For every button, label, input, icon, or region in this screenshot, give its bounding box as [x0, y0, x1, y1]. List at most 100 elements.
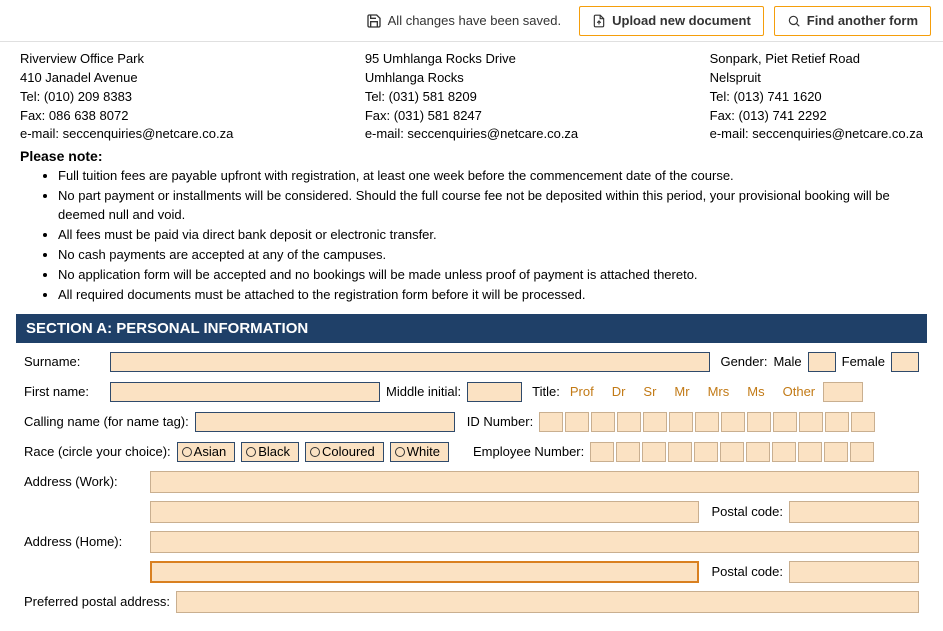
address-columns: Riverview Office Park 410 Janadel Avenue… — [20, 50, 923, 144]
male-field[interactable] — [808, 352, 836, 372]
title-opt-mr[interactable]: Mr — [672, 382, 691, 401]
address-col-0: Riverview Office Park 410 Janadel Avenue… — [20, 50, 233, 144]
id-cell[interactable] — [721, 412, 745, 432]
id-cell[interactable] — [773, 412, 797, 432]
label-middle-initial: Middle initial: — [386, 384, 461, 399]
emp-cell[interactable] — [798, 442, 822, 462]
label-race: Race (circle your choice): — [24, 444, 171, 459]
middle-initial-field[interactable] — [467, 382, 522, 402]
emp-cell[interactable] — [824, 442, 848, 462]
circle-icon — [246, 447, 256, 457]
addr-line: Fax: 086 638 8072 — [20, 107, 233, 126]
note-item: No application form will be accepted and… — [58, 265, 923, 285]
note-item: All fees must be paid via direct bank de… — [58, 225, 923, 245]
race-label: Black — [258, 444, 290, 459]
id-cell[interactable] — [617, 412, 641, 432]
label-preferred-postal: Preferred postal address: — [24, 594, 170, 609]
addr-line: e-mail: seccenquiries@netcare.co.za — [710, 125, 923, 144]
id-cell[interactable] — [539, 412, 563, 432]
label-emp-number: Employee Number: — [473, 444, 584, 459]
id-cell[interactable] — [695, 412, 719, 432]
label-postal-2: Postal code: — [711, 564, 783, 579]
id-cell[interactable] — [747, 412, 771, 432]
emp-cell[interactable] — [720, 442, 744, 462]
addr-line: 95 Umhlanga Rocks Drive — [365, 50, 578, 69]
addr-line: Umhlanga Rocks — [365, 69, 578, 88]
race-white[interactable]: White — [390, 442, 449, 462]
addr-line: e-mail: seccenquiries@netcare.co.za — [365, 125, 578, 144]
label-surname: Surname: — [24, 354, 104, 369]
race-coloured[interactable]: Coloured — [305, 442, 384, 462]
circle-icon — [182, 447, 192, 457]
row-calling: Calling name (for name tag): ID Number: — [24, 411, 919, 433]
emp-cell[interactable] — [616, 442, 640, 462]
upload-label: Upload new document — [612, 13, 751, 28]
id-cell[interactable] — [591, 412, 615, 432]
search-icon — [787, 14, 801, 28]
label-postal-1: Postal code: — [711, 504, 783, 519]
id-cell[interactable] — [669, 412, 693, 432]
address-work-2-field[interactable] — [150, 501, 699, 523]
postal-work-field[interactable] — [789, 501, 919, 523]
emp-cell[interactable] — [642, 442, 666, 462]
preferred-postal-field[interactable] — [176, 591, 919, 613]
postal-home-field[interactable] — [789, 561, 919, 583]
note-item: No part payment or installments will be … — [58, 186, 923, 224]
label-firstname: First name: — [24, 384, 104, 399]
label-address-home: Address (Home): — [24, 534, 144, 549]
title-opt-sr[interactable]: Sr — [641, 382, 658, 401]
id-cell[interactable] — [799, 412, 823, 432]
note-item: Full tuition fees are payable upfront wi… — [58, 166, 923, 186]
title-options: Prof Dr Sr Mr Mrs Ms Other — [568, 382, 817, 401]
addr-line: Fax: (031) 581 8247 — [365, 107, 578, 126]
id-cell[interactable] — [643, 412, 667, 432]
race-asian[interactable]: Asian — [177, 442, 236, 462]
address-col-2: Sonpark, Piet Retief Road Nelspruit Tel:… — [710, 50, 923, 144]
id-cell[interactable] — [825, 412, 849, 432]
address-home-2-field[interactable] — [150, 561, 699, 583]
addr-line: Tel: (013) 741 1620 — [710, 88, 923, 107]
address-home-1-field[interactable] — [150, 531, 919, 553]
id-number-cells — [539, 412, 875, 432]
row-address-home-2: Postal code: — [24, 561, 919, 583]
address-work-1-field[interactable] — [150, 471, 919, 493]
title-opt-prof[interactable]: Prof — [568, 382, 596, 401]
upload-document-button[interactable]: Upload new document — [579, 6, 764, 36]
address-col-1: 95 Umhlanga Rocks Drive Umhlanga Rocks T… — [365, 50, 578, 144]
form-section-a: Surname: Gender: Male Female First name:… — [20, 343, 923, 613]
row-address-home-1: Address (Home): — [24, 531, 919, 553]
label-id-number: ID Number: — [467, 414, 533, 429]
race-label: White — [407, 444, 440, 459]
firstname-field[interactable] — [110, 382, 380, 402]
race-black[interactable]: Black — [241, 442, 299, 462]
notes-list: Full tuition fees are payable upfront wi… — [20, 166, 923, 305]
emp-cell[interactable] — [694, 442, 718, 462]
surname-field[interactable] — [110, 352, 710, 372]
employee-number-cells — [590, 442, 874, 462]
title-opt-other[interactable]: Other — [781, 382, 818, 401]
addr-line: Nelspruit — [710, 69, 923, 88]
emp-cell[interactable] — [746, 442, 770, 462]
title-opt-mrs[interactable]: Mrs — [706, 382, 732, 401]
race-label: Coloured — [322, 444, 375, 459]
title-opt-dr[interactable]: Dr — [610, 382, 628, 401]
row-firstname: First name: Middle initial: Title: Prof … — [24, 381, 919, 403]
find-form-button[interactable]: Find another form — [774, 6, 931, 36]
id-cell[interactable] — [565, 412, 589, 432]
title-opt-ms[interactable]: Ms — [745, 382, 766, 401]
female-field[interactable] — [891, 352, 919, 372]
id-cell[interactable] — [851, 412, 875, 432]
title-field[interactable] — [823, 382, 863, 402]
calling-name-field[interactable] — [195, 412, 455, 432]
label-female: Female — [842, 354, 885, 369]
emp-cell[interactable] — [850, 442, 874, 462]
addr-line: Riverview Office Park — [20, 50, 233, 69]
row-address-work-2: Postal code: — [24, 501, 919, 523]
upload-icon — [592, 14, 606, 28]
emp-cell[interactable] — [772, 442, 796, 462]
circle-icon — [395, 447, 405, 457]
emp-cell[interactable] — [668, 442, 692, 462]
label-address-work: Address (Work): — [24, 474, 144, 489]
label-calling-name: Calling name (for name tag): — [24, 414, 189, 429]
emp-cell[interactable] — [590, 442, 614, 462]
